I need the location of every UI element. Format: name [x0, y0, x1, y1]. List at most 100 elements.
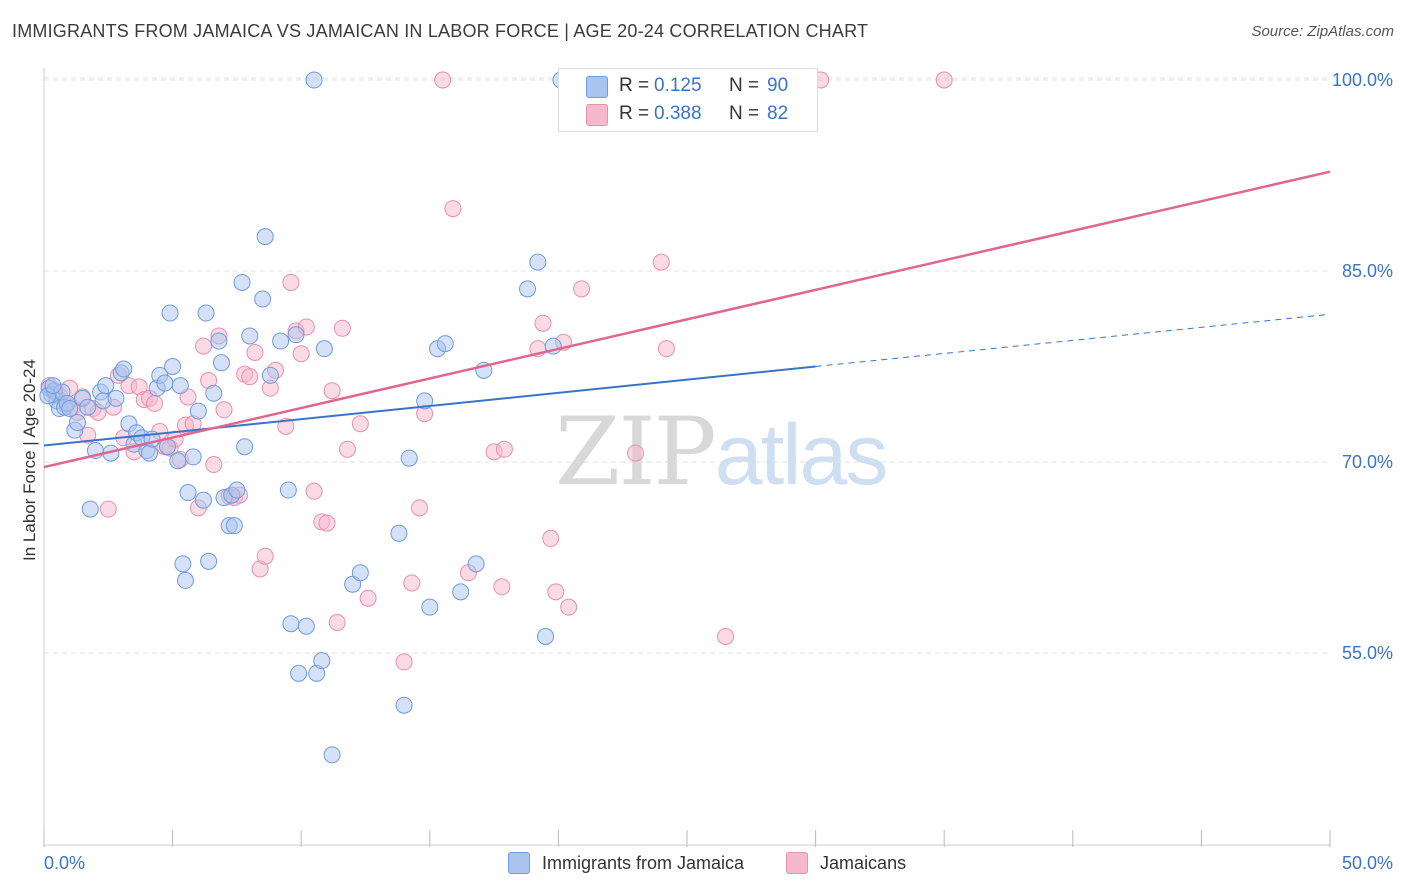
legend-swatch-pink — [786, 852, 809, 874]
point-jamaicans — [573, 280, 591, 298]
point-immigrants — [140, 444, 158, 462]
x-tick-label: 0.0% — [44, 853, 85, 873]
point-immigrants — [205, 384, 223, 402]
point-immigrants — [400, 449, 418, 467]
point-jamaicans — [333, 319, 351, 337]
source-label: Source: ZipAtlas.com — [1251, 23, 1394, 40]
point-immigrants — [290, 664, 308, 682]
point-immigrants — [351, 564, 369, 582]
x-tick-label: 50.0% — [1342, 853, 1393, 873]
point-immigrants — [171, 377, 189, 395]
point-jamaicans — [146, 394, 164, 412]
point-immigrants — [233, 273, 251, 291]
blue-swatch — [586, 76, 608, 98]
point-immigrants — [537, 627, 555, 645]
point-jamaicans — [277, 417, 295, 435]
point-jamaicans — [338, 440, 356, 458]
point-jamaicans — [652, 253, 670, 271]
point-immigrants — [315, 340, 333, 358]
point-jamaicans — [305, 482, 323, 500]
point-immigrants — [212, 354, 230, 372]
point-jamaicans — [241, 368, 259, 386]
point-jamaicans — [395, 653, 413, 671]
point-immigrants — [416, 392, 434, 410]
n-value: 82 — [767, 103, 789, 124]
point-jamaicans — [246, 343, 264, 361]
point-immigrants — [287, 326, 305, 344]
y-tick-label: 55.0% — [1342, 643, 1393, 663]
point-immigrants — [197, 304, 215, 322]
point-immigrants — [161, 304, 179, 322]
point-jamaicans — [351, 415, 369, 433]
stats-row-blue: R = 0.125 N = 90 — [559, 72, 817, 100]
point-immigrants — [81, 500, 99, 518]
point-jamaicans — [534, 314, 552, 332]
point-immigrants — [254, 290, 272, 308]
point-immigrants — [390, 524, 408, 542]
point-immigrants — [194, 491, 212, 509]
stats-row-pink: R = 0.388 N = 82 — [559, 100, 817, 128]
chart-title: IMMIGRANTS FROM JAMAICA VS JAMAICAN IN L… — [12, 21, 869, 41]
r-value: 0.125 — [654, 75, 702, 96]
legend-label-jamaicans: Jamaicans — [820, 852, 907, 873]
point-jamaicans — [444, 200, 462, 218]
n-label: N = — [729, 103, 760, 124]
point-immigrants — [107, 389, 125, 407]
r-value: 0.388 — [654, 103, 702, 124]
point-immigrants — [241, 327, 259, 345]
point-immigrants — [200, 552, 218, 570]
point-immigrants — [210, 332, 228, 350]
point-immigrants — [44, 377, 62, 395]
point-immigrants — [61, 400, 79, 418]
point-immigrants — [272, 332, 290, 350]
stats-legend: R = 0.125 N = 90 R = 0.388 N = 82 — [558, 68, 818, 132]
series-legend: Immigrants from Jamaica Jamaicans — [508, 852, 906, 874]
watermark: ZIPatlas — [555, 398, 889, 507]
point-immigrants — [261, 366, 279, 384]
point-jamaicans — [205, 456, 223, 474]
point-immigrants — [519, 280, 537, 298]
point-immigrants — [323, 746, 341, 764]
point-jamaicans — [547, 583, 565, 601]
point-immigrants — [169, 452, 187, 470]
y-axis-label: In Labor Force | Age 20-24 — [20, 359, 39, 561]
point-immigrants — [467, 555, 485, 573]
pink-swatch — [586, 104, 608, 126]
point-jamaicans — [411, 499, 429, 517]
y-tick-label: 70.0% — [1342, 452, 1393, 472]
point-jamaicans — [403, 574, 421, 592]
point-immigrants — [305, 71, 323, 89]
point-immigrants — [68, 414, 86, 432]
trendline-immigrants-projection — [815, 313, 1331, 367]
point-immigrants — [115, 360, 133, 378]
point-immigrants — [282, 615, 300, 633]
legend-label-immigrants: Immigrants from Jamaica — [542, 852, 745, 873]
point-jamaicans — [717, 627, 735, 645]
point-jamaicans — [935, 71, 953, 89]
point-immigrants — [225, 517, 243, 535]
point-immigrants — [164, 358, 182, 375]
point-immigrants — [79, 398, 97, 416]
point-jamaicans — [292, 345, 310, 363]
legend-swatch-blue — [508, 852, 530, 874]
point-jamaicans — [323, 382, 341, 400]
r-label: R = — [619, 103, 650, 124]
point-immigrants — [421, 598, 439, 616]
point-jamaicans — [99, 500, 117, 518]
point-immigrants — [313, 652, 331, 670]
point-jamaicans — [328, 613, 346, 631]
watermark-atlas: atlas — [714, 407, 889, 503]
point-immigrants — [179, 484, 197, 502]
point-immigrants — [184, 448, 202, 466]
point-jamaicans — [434, 71, 452, 89]
point-jamaicans — [256, 547, 274, 565]
point-immigrants — [529, 253, 547, 271]
point-immigrants — [176, 571, 194, 589]
point-immigrants — [236, 438, 254, 456]
point-immigrants — [156, 374, 174, 392]
point-jamaicans — [359, 589, 377, 607]
trendline-immigrants — [43, 365, 816, 447]
point-immigrants — [279, 481, 297, 499]
point-jamaicans — [493, 578, 511, 596]
n-label: N = — [729, 75, 760, 96]
